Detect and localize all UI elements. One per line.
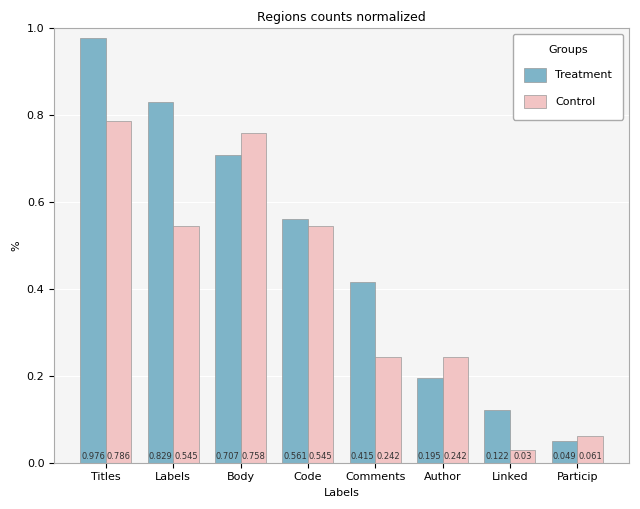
Text: 0.415: 0.415 xyxy=(351,452,374,461)
Bar xyxy=(442,357,468,463)
Text: 0.049: 0.049 xyxy=(552,452,576,461)
Text: 0.545: 0.545 xyxy=(309,452,332,461)
Legend: Treatment, Control: Treatment, Control xyxy=(513,34,623,120)
Text: 0.195: 0.195 xyxy=(418,452,442,461)
Bar xyxy=(349,282,375,463)
Text: 0.545: 0.545 xyxy=(174,452,198,461)
Text: 0.976: 0.976 xyxy=(81,452,105,461)
Bar xyxy=(241,133,266,463)
Text: 0.242: 0.242 xyxy=(444,452,467,461)
Text: 0.561: 0.561 xyxy=(283,452,307,461)
Title: Regions counts normalized: Regions counts normalized xyxy=(257,11,426,24)
Bar xyxy=(106,121,131,463)
Bar xyxy=(215,155,241,463)
Bar xyxy=(577,436,603,463)
Text: 0.829: 0.829 xyxy=(148,452,172,461)
Bar xyxy=(484,410,510,463)
Text: 0.03: 0.03 xyxy=(513,452,532,461)
Text: 0.061: 0.061 xyxy=(578,452,602,461)
Bar xyxy=(308,226,333,463)
X-axis label: Labels: Labels xyxy=(324,488,360,498)
Bar xyxy=(148,102,173,463)
Text: 0.122: 0.122 xyxy=(485,452,509,461)
Bar xyxy=(173,226,199,463)
Bar xyxy=(375,357,401,463)
Y-axis label: %: % xyxy=(11,240,21,250)
Text: 0.707: 0.707 xyxy=(216,452,239,461)
Bar xyxy=(552,441,577,463)
Text: 0.786: 0.786 xyxy=(107,452,131,461)
Bar xyxy=(282,219,308,463)
Bar xyxy=(417,378,442,463)
Bar xyxy=(80,39,106,463)
Text: 0.242: 0.242 xyxy=(376,452,400,461)
Bar xyxy=(510,449,536,463)
Text: 0.758: 0.758 xyxy=(241,452,265,461)
